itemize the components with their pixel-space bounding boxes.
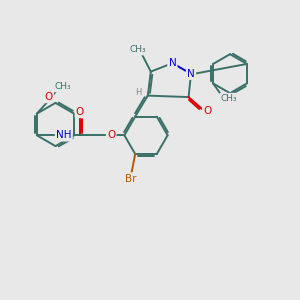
Text: O: O [107,130,115,140]
Text: N: N [187,69,195,79]
Text: O: O [76,107,84,117]
Text: O: O [44,92,52,102]
Text: H: H [136,88,142,97]
Text: Br: Br [124,174,136,184]
Text: NH: NH [56,130,71,140]
Text: CH₃: CH₃ [54,82,71,91]
Text: N: N [169,58,176,68]
Text: O: O [203,106,211,116]
Text: CH₃: CH₃ [130,45,146,54]
Text: CH₃: CH₃ [220,94,237,103]
